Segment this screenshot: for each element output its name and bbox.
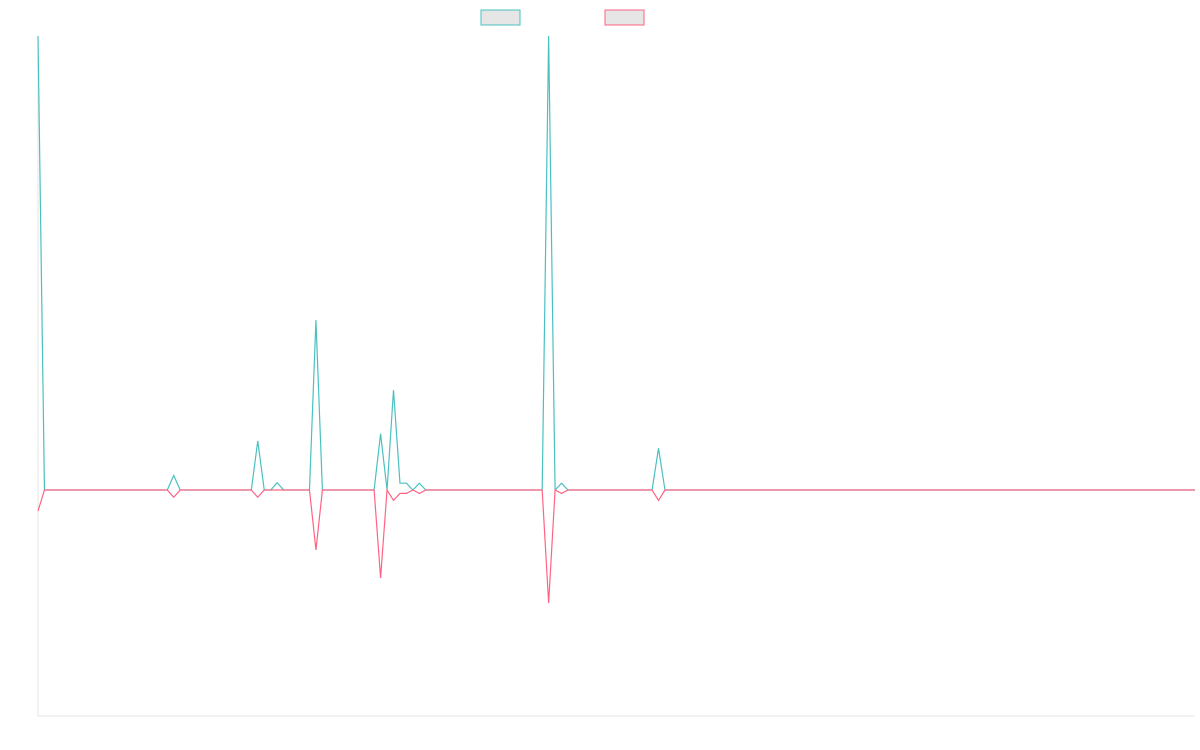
series-line-1 (37, 35, 1195, 492)
legend-swatch-2[interactable] (604, 9, 645, 26)
legend-item-2[interactable] (604, 9, 645, 26)
axes (37, 36, 1195, 717)
legend[interactable] (480, 9, 645, 26)
series-layer (37, 35, 1195, 604)
legend-item-1[interactable] (480, 9, 521, 26)
series-line-2 (37, 488, 1195, 604)
legend-swatch-1[interactable] (480, 9, 521, 26)
